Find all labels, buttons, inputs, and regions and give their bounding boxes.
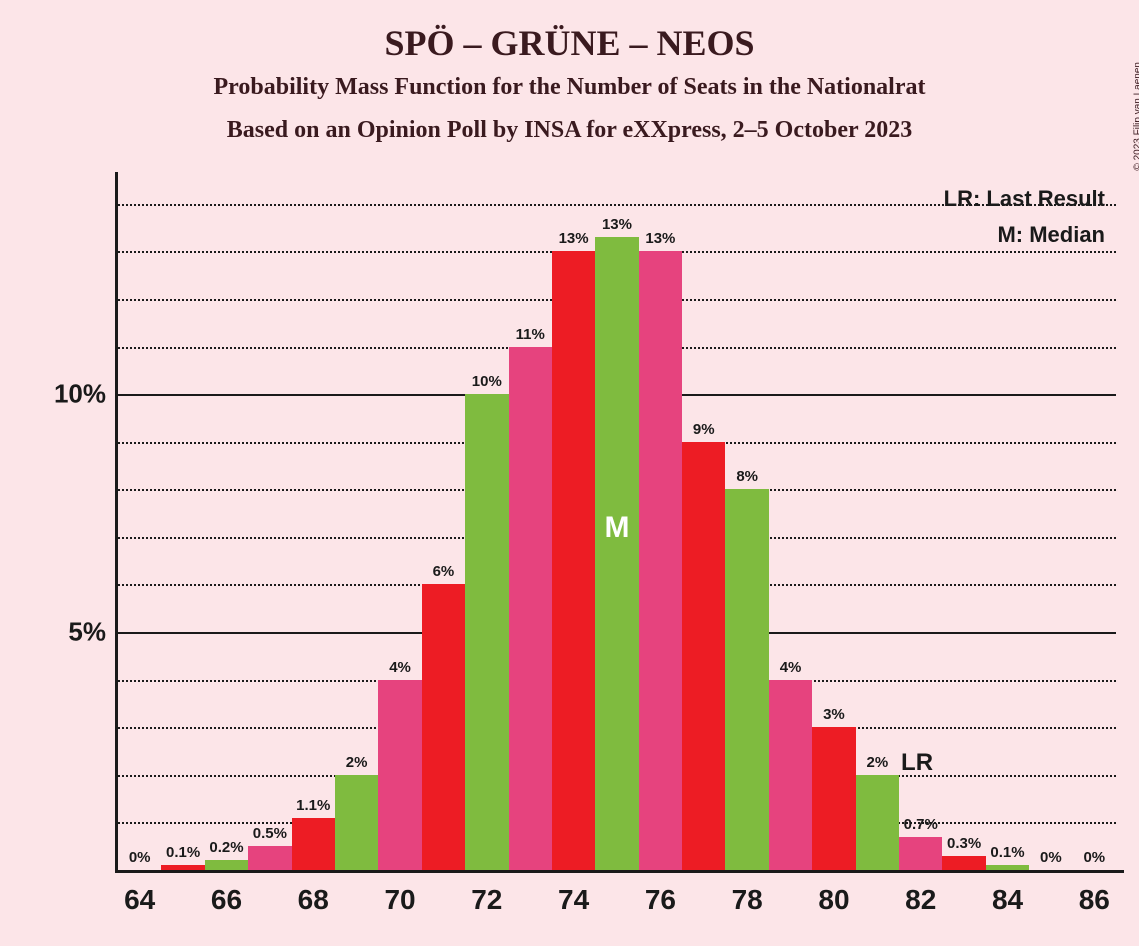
x-axis-tick-label: 66 (211, 884, 242, 916)
bar: 2% (856, 775, 899, 870)
bar-value-label: 3% (823, 706, 845, 723)
bar-value-label: 4% (389, 659, 411, 676)
bar: 6% (422, 584, 465, 870)
bar-value-label: 0.3% (947, 835, 981, 852)
bar-value-label: 0.1% (990, 844, 1024, 861)
bar: 0.5% (248, 846, 291, 870)
bar-value-label: 8% (736, 468, 758, 485)
bar: 9% (682, 442, 725, 870)
x-axis-tick-label: 68 (298, 884, 329, 916)
y-axis-tick-label: 10% (54, 379, 106, 410)
bar-value-label: 2% (346, 754, 368, 771)
bar-value-label: 9% (693, 421, 715, 438)
bar-value-label: 0% (1083, 849, 1105, 866)
bar-value-label: 13% (645, 230, 675, 247)
bar: 10% (465, 394, 508, 870)
bar: 2% (335, 775, 378, 870)
bar-value-label: 0.5% (253, 825, 287, 842)
bar: 4% (769, 680, 812, 870)
x-axis-tick-label: 78 (732, 884, 763, 916)
x-axis-tick-label: 82 (905, 884, 936, 916)
chart-subtitle-2: Based on an Opinion Poll by INSA for eXX… (0, 117, 1139, 144)
bar-value-label: 6% (433, 563, 455, 580)
median-marker: M (605, 511, 630, 545)
bar: 8% (725, 489, 768, 870)
x-axis-tick-label: 74 (558, 884, 589, 916)
x-axis-tick-label: 72 (471, 884, 502, 916)
bar: 0.2% (205, 860, 248, 870)
bar-value-label: 0.2% (209, 839, 243, 856)
bar-value-label: 13% (602, 216, 632, 233)
bar-value-label: 4% (780, 659, 802, 676)
x-axis-line (115, 870, 1124, 873)
bar-value-label: 13% (559, 230, 589, 247)
bar: 0.7% (899, 837, 942, 870)
bar: 3% (812, 727, 855, 870)
y-axis-line (115, 172, 118, 870)
chart-subtitle-1: Probability Mass Function for the Number… (0, 74, 1139, 101)
bar: 11% (509, 347, 552, 870)
chart-plot-area: 5%10%0%0.1%0.2%0.5%1.1%2%4%6%10%11%13%13… (118, 180, 1116, 870)
x-axis-tick-label: 64 (124, 884, 155, 916)
x-axis-tick-label: 70 (384, 884, 415, 916)
bar: 1.1% (292, 818, 335, 870)
bar: 13% (595, 237, 638, 870)
bar-value-label: 11% (516, 326, 545, 343)
x-axis-tick-label: 86 (1079, 884, 1110, 916)
last-result-marker: LR (901, 749, 933, 777)
x-axis-tick-label: 76 (645, 884, 676, 916)
bar-value-label: 0.7% (904, 816, 938, 833)
chart-title: SPÖ – GRÜNE – NEOS (0, 22, 1139, 64)
x-axis-tick-label: 84 (992, 884, 1023, 916)
bar-value-label: 1.1% (296, 797, 330, 814)
bar-value-label: 0% (1040, 849, 1062, 866)
copyright-text: © 2023 Filip van Laenen (1133, 62, 1139, 171)
bar: 0.3% (942, 856, 985, 870)
bar: 13% (552, 251, 595, 870)
gridline-minor (118, 204, 1116, 206)
bar-value-label: 0.1% (166, 844, 200, 861)
bar-value-label: 2% (866, 754, 888, 771)
bar: 13% (639, 251, 682, 870)
bar: 4% (378, 680, 421, 870)
x-axis-tick-label: 80 (818, 884, 849, 916)
bar-value-label: 10% (472, 373, 502, 390)
y-axis-tick-label: 5% (68, 617, 106, 648)
bar-value-label: 0% (129, 849, 151, 866)
